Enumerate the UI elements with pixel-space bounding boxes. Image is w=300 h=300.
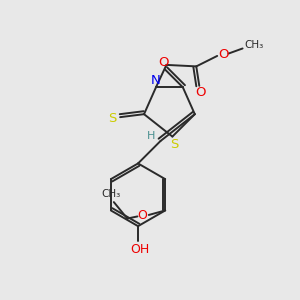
Text: O: O [196,86,206,99]
Text: H: H [147,131,156,141]
Text: S: S [170,137,178,151]
Text: CH₃: CH₃ [244,40,263,50]
Text: N: N [151,74,160,87]
Text: O: O [137,209,147,222]
Text: S: S [109,112,117,125]
Text: O: O [158,56,169,69]
Text: O: O [218,48,229,61]
Text: OH: OH [130,243,149,256]
Text: CH₃: CH₃ [101,189,121,199]
